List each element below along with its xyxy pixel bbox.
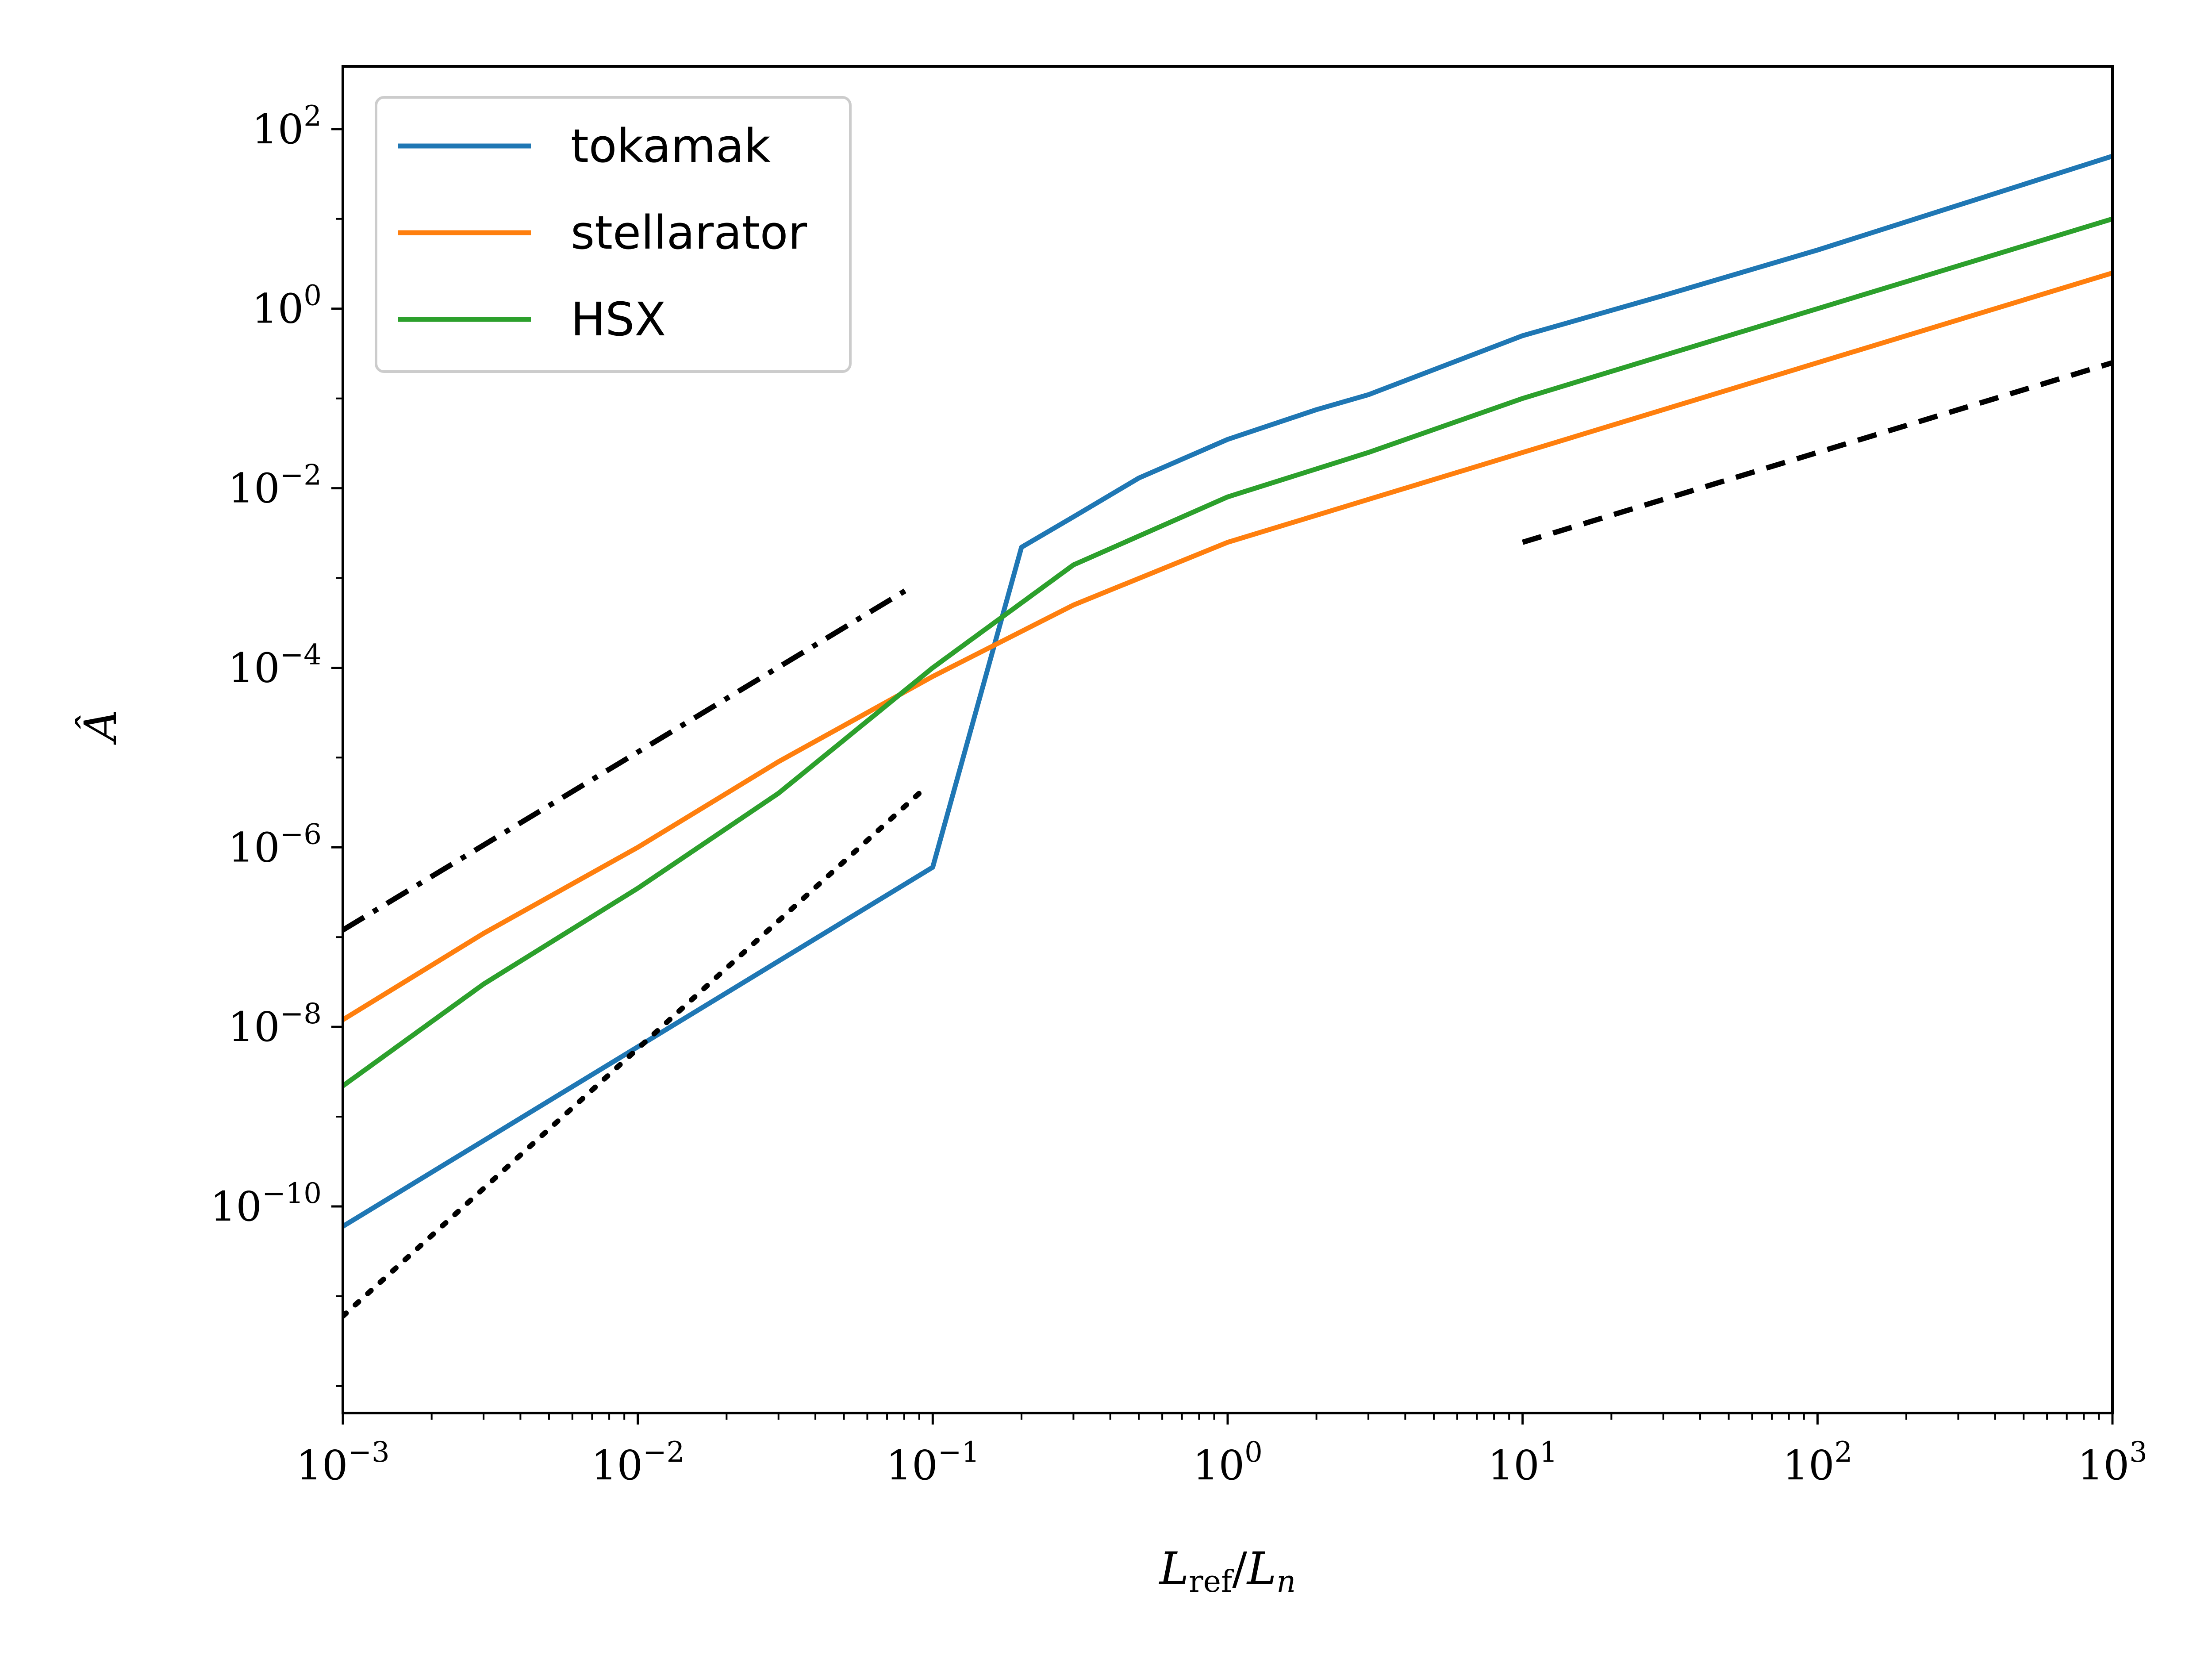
x-tick-base: 10 — [1488, 1442, 1540, 1489]
x-tick-exp: −3 — [348, 1436, 389, 1469]
series-line-tokamak — [343, 154, 2112, 1229]
y-tick-exp: 0 — [303, 280, 322, 312]
x-axis-label-main: L — [1159, 1543, 1189, 1594]
y-tick-base: 10 — [228, 824, 280, 871]
x-tick-exp: 3 — [2129, 1436, 2147, 1469]
y-tick-label: 10−6 — [228, 818, 322, 871]
x-tick-label: 102 — [1782, 1436, 1852, 1489]
x-axis-label-main2: L — [1246, 1543, 1276, 1594]
y-tick-label: 10−2 — [228, 459, 322, 512]
y-tick-exp: −4 — [280, 638, 322, 671]
x-tick-exp: −1 — [938, 1436, 979, 1469]
y-tick-exp: −10 — [262, 1177, 322, 1210]
x-axis-label-sub: ref — [1189, 1564, 1234, 1599]
x-tick-exp: 1 — [1540, 1436, 1558, 1469]
legend-label-stellarator: stellarator — [571, 206, 807, 260]
y-tick-exp: −8 — [280, 998, 322, 1030]
reference-line-dashdot — [343, 584, 914, 933]
x-axis: 10−3 10−2 10−1 100 101 102 103 — [296, 1413, 2147, 1489]
y-tick-exp: 2 — [303, 100, 322, 133]
series-layer — [343, 154, 2112, 1319]
x-axis-label-sub2: n — [1276, 1564, 1296, 1599]
reference-line-dotted — [343, 791, 922, 1319]
y-tick-label: 100 — [252, 280, 322, 333]
x-tick-base: 10 — [591, 1442, 643, 1489]
legend-label-hsx: HSX — [571, 292, 666, 346]
series-line-stellarator — [343, 270, 2112, 1022]
y-tick-base: 10 — [228, 465, 280, 512]
y-tick-label: 10−8 — [228, 998, 322, 1051]
x-tick-base: 10 — [2078, 1442, 2129, 1489]
y-axis-label: Â — [75, 710, 127, 745]
y-tick-label: 10−4 — [228, 638, 322, 691]
x-axis-label: Lref/Ln — [1159, 1543, 1296, 1599]
x-axis-label-sep: / — [1232, 1543, 1247, 1594]
y-tick-base: 10 — [252, 285, 303, 333]
y-tick-label: 102 — [252, 100, 322, 153]
y-tick-label: 10−10 — [210, 1177, 322, 1230]
x-tick-base: 10 — [1193, 1442, 1244, 1489]
y-tick-exp: −6 — [280, 818, 322, 851]
y-tick-base: 10 — [228, 1003, 280, 1051]
x-tick-base: 10 — [1782, 1442, 1834, 1489]
x-tick-label: 100 — [1193, 1436, 1263, 1489]
x-tick-base: 10 — [296, 1442, 348, 1489]
y-tick-base: 10 — [210, 1183, 262, 1230]
legend-box — [375, 96, 852, 373]
x-tick-exp: 0 — [1244, 1436, 1263, 1469]
legend: tokamak stellarator HSX — [375, 96, 852, 373]
x-tick-label: 101 — [1488, 1436, 1558, 1489]
y-tick-base: 10 — [252, 106, 303, 153]
x-tick-base: 10 — [886, 1442, 938, 1489]
x-tick-exp: −2 — [643, 1436, 684, 1469]
y-tick-base: 10 — [228, 644, 280, 691]
legend-label-tokamak: tokamak — [571, 119, 771, 173]
series-line-hsx — [343, 216, 2112, 1088]
reference-line-dashed — [1521, 360, 2112, 545]
x-tick-label: 10−1 — [886, 1436, 979, 1489]
x-tick-exp: 2 — [1835, 1436, 1853, 1469]
y-tick-exp: −2 — [280, 459, 322, 492]
x-tick-label: 10−2 — [591, 1436, 684, 1489]
x-tick-label: 103 — [2078, 1436, 2147, 1489]
x-tick-label: 10−3 — [296, 1436, 389, 1489]
